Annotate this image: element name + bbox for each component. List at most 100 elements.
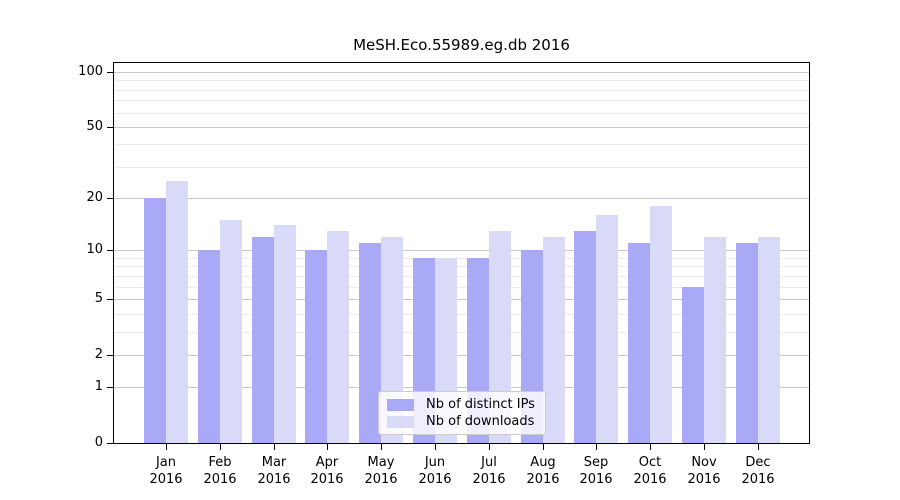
x-tick-mark xyxy=(435,443,436,450)
x-tick-month: Dec xyxy=(745,455,771,470)
legend-item-distinct-ips: Nb of distinct IPs xyxy=(387,396,537,413)
x-tick-month: Oct xyxy=(638,455,662,470)
gridline-major xyxy=(114,72,809,73)
gridline-minor xyxy=(114,113,809,114)
gridline-minor xyxy=(114,80,809,81)
x-tick-year: 2016 xyxy=(203,472,237,487)
x-tick-label: May 2016 xyxy=(341,454,421,488)
bar-distinct-ips xyxy=(305,250,327,443)
gridline-major xyxy=(114,355,809,356)
y-tick-label: 1 xyxy=(94,379,103,394)
y-tick-label: 100 xyxy=(78,64,103,79)
bar-downloads xyxy=(758,237,780,443)
x-tick-month: Aug xyxy=(530,455,556,470)
x-tick-year: 2016 xyxy=(257,472,291,487)
y-tick-label: 10 xyxy=(86,242,103,257)
x-tick-month: Jan xyxy=(155,455,177,470)
legend-item-downloads: Nb of downloads xyxy=(387,413,537,430)
bar-distinct-ips xyxy=(736,243,758,443)
gridline-minor xyxy=(114,266,809,267)
bar-downloads xyxy=(327,231,349,443)
plot-area: Jan 2016 Feb 2016 Mar 2016 Apr 2016 May 2016 Jun 20… xyxy=(78,62,810,487)
x-tick-mark xyxy=(596,443,597,450)
x-tick-year: 2016 xyxy=(526,472,560,487)
bar-distinct-ips xyxy=(359,243,381,443)
bar-distinct-ips xyxy=(682,287,704,443)
gridline-major xyxy=(114,299,809,300)
bar-downloads xyxy=(596,215,618,443)
bar-distinct-ips xyxy=(252,237,274,443)
y-tick-label: 50 xyxy=(86,119,103,134)
legend-swatch-distinct-ips xyxy=(387,398,414,411)
gridline-minor xyxy=(114,332,809,333)
legend: Nb of distinct IPs Nb of downloads xyxy=(378,391,546,435)
gridline-minor xyxy=(114,167,809,168)
y-tick-mark xyxy=(107,299,114,300)
bar-downloads xyxy=(166,181,188,443)
x-tick-label: Feb 2016 xyxy=(180,454,260,488)
bar-distinct-ips xyxy=(628,243,650,443)
x-tick-month: Jul xyxy=(481,455,497,470)
x-tick-label: Nov 2016 xyxy=(664,454,744,488)
x-tick-mark xyxy=(650,443,651,450)
y-tick-mark xyxy=(107,198,114,199)
x-tick-month: Feb xyxy=(208,455,232,470)
x-tick-label: Mar 2016 xyxy=(234,454,314,488)
y-tick-mark xyxy=(107,355,114,356)
legend-swatch-downloads xyxy=(387,415,414,428)
x-tick-year: 2016 xyxy=(741,472,775,487)
bar-distinct-ips xyxy=(574,231,596,443)
x-tick-year: 2016 xyxy=(149,472,183,487)
bar-downloads xyxy=(704,237,726,443)
x-tick-mark xyxy=(381,443,382,450)
x-tick-year: 2016 xyxy=(687,472,721,487)
y-tick-mark xyxy=(107,443,114,444)
x-tick-label: Jan 2016 xyxy=(126,454,206,488)
y-tick-mark xyxy=(107,72,114,73)
bar-downloads xyxy=(543,237,565,443)
x-tick-mark xyxy=(274,443,275,450)
bar-downloads xyxy=(220,220,242,443)
x-tick-mark xyxy=(704,443,705,450)
x-tick-month: Nov xyxy=(691,455,717,470)
bar-downloads xyxy=(489,231,511,443)
gridline-minor xyxy=(114,314,809,315)
gridline-minor xyxy=(114,90,809,91)
gridline-major xyxy=(114,127,809,128)
x-tick-label: Apr 2016 xyxy=(287,454,367,488)
x-tick-mark xyxy=(166,443,167,450)
gridline-minor xyxy=(114,287,809,288)
gridline-minor xyxy=(114,258,809,259)
x-tick-year: 2016 xyxy=(633,472,667,487)
y-tick-mark xyxy=(107,250,114,251)
x-tick-label: Oct 2016 xyxy=(610,454,690,488)
x-tick-label: Aug 2016 xyxy=(503,454,583,488)
x-tick-month: Apr xyxy=(315,455,339,470)
x-tick-mark xyxy=(220,443,221,450)
gridline-minor xyxy=(114,100,809,101)
x-tick-month: Sep xyxy=(583,455,609,470)
gridline-major xyxy=(114,387,809,388)
bar-distinct-ips xyxy=(198,250,220,443)
x-tick-label: Jun 2016 xyxy=(395,454,475,488)
x-tick-month: Jun xyxy=(424,455,446,470)
legend-label-downloads: Nb of downloads xyxy=(426,413,535,429)
x-tick-mark xyxy=(489,443,490,450)
gridline-minor xyxy=(114,144,809,145)
x-tick-mark xyxy=(758,443,759,450)
x-tick-year: 2016 xyxy=(472,472,506,487)
x-tick-mark xyxy=(543,443,544,450)
x-tick-year: 2016 xyxy=(579,472,613,487)
y-tick-label: 0 xyxy=(94,435,103,450)
y-tick-label: 2 xyxy=(94,347,103,362)
x-tick-mark xyxy=(327,443,328,450)
x-tick-month: Mar xyxy=(261,455,287,470)
gridline-minor xyxy=(114,276,809,277)
chart-title: MeSH.Eco.55989.eg.db 2016 xyxy=(353,36,570,54)
y-tick-mark xyxy=(107,127,114,128)
axis-layer: Jan 2016 Feb 2016 Mar 2016 Apr 2016 May 2016 Jun 20… xyxy=(78,63,809,487)
x-tick-label: Dec 2016 xyxy=(718,454,798,488)
x-tick-year: 2016 xyxy=(310,472,344,487)
x-tick-year: 2016 xyxy=(364,472,398,487)
